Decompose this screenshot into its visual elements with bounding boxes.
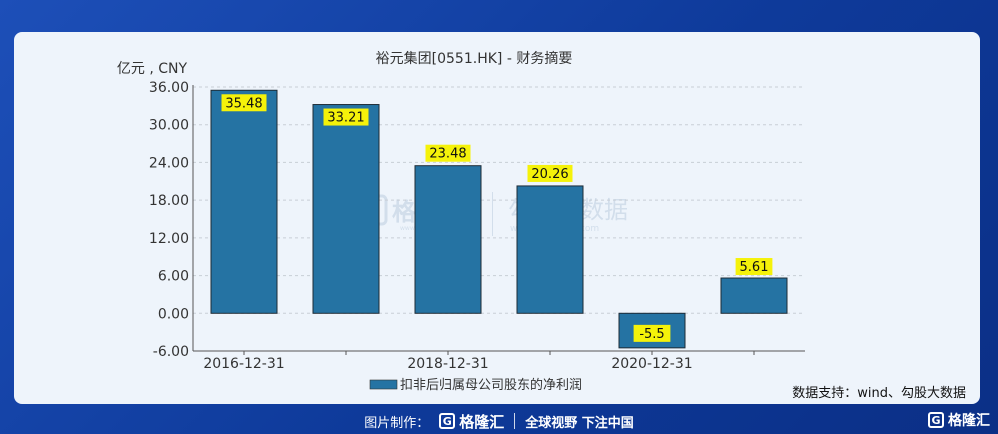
logo-icon: G xyxy=(439,413,456,429)
x-tick-label: 2016-12-31 xyxy=(203,356,284,372)
x-axis-ticks: 2016-12-31 2018-12-31 2020-12-31 xyxy=(203,351,755,372)
bar xyxy=(210,89,278,314)
bar xyxy=(720,277,788,314)
y-tick-label: -6.00 xyxy=(153,344,189,360)
y-tick-label: 0.00 xyxy=(158,306,189,322)
y-tick-label: 18.00 xyxy=(149,193,189,209)
legend-label: 扣非后归属母公司股东的净利润 xyxy=(400,377,582,393)
data-label-bg xyxy=(323,108,369,126)
bars xyxy=(210,89,788,349)
chart-card xyxy=(14,32,980,404)
corner-logo: G 格隆汇 xyxy=(928,410,990,430)
legend: 扣非后归属母公司股东的净利润 xyxy=(369,377,582,393)
y-tick-label: 30.00 xyxy=(149,118,189,134)
footer-logo: G 格隆汇 xyxy=(439,411,504,432)
y-tick-label: 12.00 xyxy=(149,231,189,247)
corner-logo-icon: G xyxy=(928,412,944,428)
bar xyxy=(414,165,482,314)
footer-logo-text: 格隆汇 xyxy=(459,412,505,431)
data-label: -5.5 xyxy=(639,327,664,342)
bar xyxy=(516,185,584,314)
y-axis-label: 亿元 , CNY xyxy=(117,61,188,77)
gridlines xyxy=(193,86,805,352)
data-label-bg xyxy=(633,324,671,342)
y-tick-label: 24.00 xyxy=(149,155,189,171)
data-label: 5.61 xyxy=(740,260,769,275)
y-axis-ticks: 36.00 30.00 24.00 18.00 12.00 6.00 0.00 -6.00 xyxy=(149,80,189,360)
data-label: 20.26 xyxy=(531,167,568,182)
data-label-bg xyxy=(221,94,267,112)
bar xyxy=(312,104,380,314)
data-label-bg xyxy=(735,258,773,276)
y-tick-label: 6.00 xyxy=(158,269,189,285)
legend-swatch xyxy=(369,379,398,390)
data-label: 35.48 xyxy=(225,96,262,111)
corner-logo-text: 格隆汇 xyxy=(948,413,990,429)
data-label: 23.48 xyxy=(429,147,466,162)
y-tick-label: 36.00 xyxy=(149,80,189,96)
footer-divider xyxy=(514,413,516,429)
x-tick-label: 2018-12-31 xyxy=(407,356,488,372)
source-text: 数据支持：wind、勾股大数据 xyxy=(792,386,966,401)
watermark-divider xyxy=(492,192,493,236)
data-label-bg xyxy=(527,164,573,182)
footer-slogan: 全球视野 下注中国 xyxy=(525,415,634,431)
footer-made-by: 图片制作： xyxy=(364,415,430,431)
chart-title: 裕元集团[0551.HK] - 财务摘要 xyxy=(376,50,573,67)
watermark: 格隆汇 www.gelonghui.com 勾股大数据 www.gogudata… xyxy=(356,192,628,236)
axes xyxy=(192,85,805,352)
data-label: 33.21 xyxy=(327,111,364,126)
x-tick-label: 2020-12-31 xyxy=(611,356,692,372)
data-label-bg xyxy=(425,144,471,162)
footer: 图片制作： G 格隆汇 全球视野 下注中国 xyxy=(0,408,998,434)
data-labels: 35.48 33.21 23.48 20.26 -5.5 5.61 xyxy=(221,94,773,342)
